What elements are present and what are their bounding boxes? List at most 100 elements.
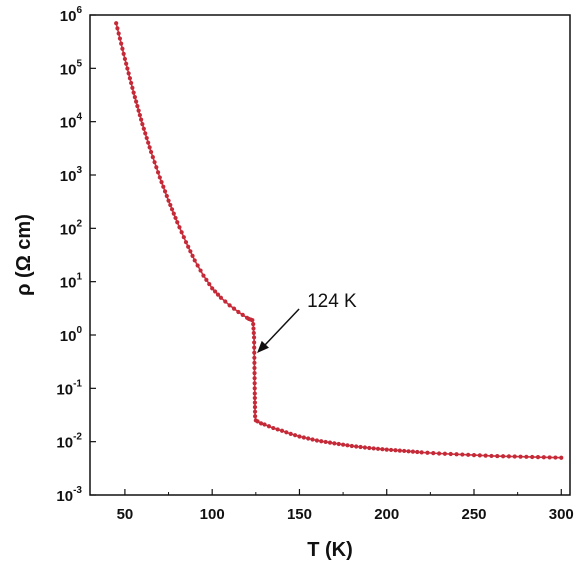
x-tick-label: 150 <box>287 506 312 523</box>
data-point <box>252 365 257 371</box>
data-point <box>258 421 264 426</box>
data-point <box>367 445 372 451</box>
data-point <box>500 454 506 459</box>
data-point <box>125 66 130 71</box>
data-point <box>218 295 224 300</box>
data-point <box>136 108 141 113</box>
data-point <box>154 165 159 170</box>
data-point <box>134 99 139 104</box>
data-point <box>406 449 411 454</box>
data-point <box>177 225 182 230</box>
data-point <box>252 360 257 365</box>
annotation-arrow-line <box>262 308 300 348</box>
data-point <box>171 211 176 216</box>
data-point <box>132 95 137 100</box>
data-point <box>215 292 221 297</box>
data-point <box>483 453 488 458</box>
data-point <box>436 451 442 456</box>
data-point <box>120 46 125 51</box>
data-point <box>168 202 173 208</box>
data-point <box>190 253 195 258</box>
data-point <box>384 447 389 452</box>
data-point <box>240 312 245 318</box>
data-point <box>227 303 232 308</box>
data-point <box>530 454 535 460</box>
data-point <box>252 386 257 391</box>
data-point <box>518 454 523 459</box>
y-tick-label: 103 <box>60 165 83 185</box>
data-point <box>130 85 135 90</box>
data-point <box>251 330 256 336</box>
data-point <box>252 405 258 410</box>
data-point <box>415 449 420 455</box>
data-point <box>204 277 209 282</box>
data-point <box>122 56 128 62</box>
data-point <box>236 309 241 315</box>
data-point <box>448 451 453 457</box>
series-line-group <box>115 23 562 459</box>
y-axis-title: ρ (Ω cm) <box>13 214 35 296</box>
x-tick-label: 300 <box>549 506 574 523</box>
data-point <box>152 160 157 165</box>
data-point <box>124 61 129 66</box>
data-point <box>559 455 564 460</box>
data-point <box>358 444 363 450</box>
data-point <box>535 455 541 460</box>
data-point <box>155 170 161 175</box>
data-point <box>288 431 293 436</box>
data-point <box>127 76 132 81</box>
data-point <box>319 439 324 444</box>
data-point <box>164 193 169 199</box>
data-point <box>380 447 385 452</box>
data-point <box>147 145 152 150</box>
data-point <box>410 449 416 454</box>
data-point <box>231 306 237 311</box>
data-point <box>271 425 276 431</box>
data-point <box>212 289 218 294</box>
data-point <box>223 299 228 304</box>
y-tick-label: 101 <box>60 272 83 292</box>
y-tick-label: 105 <box>60 58 83 78</box>
data-point <box>143 131 148 136</box>
data-point <box>150 154 155 160</box>
data-point <box>129 80 134 86</box>
data-point <box>146 140 151 145</box>
data-point <box>292 433 298 438</box>
data-point <box>157 175 162 180</box>
data-point <box>121 51 126 56</box>
data-point <box>495 453 500 459</box>
data-point <box>425 450 430 455</box>
data-point <box>166 198 171 203</box>
data-point <box>115 26 120 31</box>
data-point <box>181 235 186 240</box>
series-line <box>115 23 562 459</box>
y-tick-label: 100 <box>60 325 83 345</box>
data-point <box>255 419 260 424</box>
data-point <box>252 400 258 405</box>
data-point <box>266 424 272 429</box>
data-point <box>402 448 407 454</box>
y-tick-label: 102 <box>60 218 83 238</box>
data-point <box>252 355 257 360</box>
x-tick-label: 50 <box>117 506 134 523</box>
data-point <box>297 434 302 439</box>
data-point <box>506 454 512 459</box>
data-point <box>336 441 341 447</box>
data-point <box>252 376 257 381</box>
data-point <box>250 318 255 323</box>
data-point <box>252 381 257 386</box>
data-point <box>173 215 178 221</box>
data-point <box>393 448 398 453</box>
data-point <box>126 71 131 76</box>
data-point <box>252 370 257 376</box>
data-point <box>140 122 145 127</box>
data-point <box>419 450 424 455</box>
y-tick-label: 10-1 <box>56 378 82 398</box>
data-point <box>262 422 267 427</box>
data-point <box>116 31 121 36</box>
annotation-label: 124 K <box>307 291 357 312</box>
data-point <box>141 126 146 131</box>
data-point <box>477 453 482 458</box>
data-point <box>201 273 206 278</box>
data-point <box>251 326 256 331</box>
